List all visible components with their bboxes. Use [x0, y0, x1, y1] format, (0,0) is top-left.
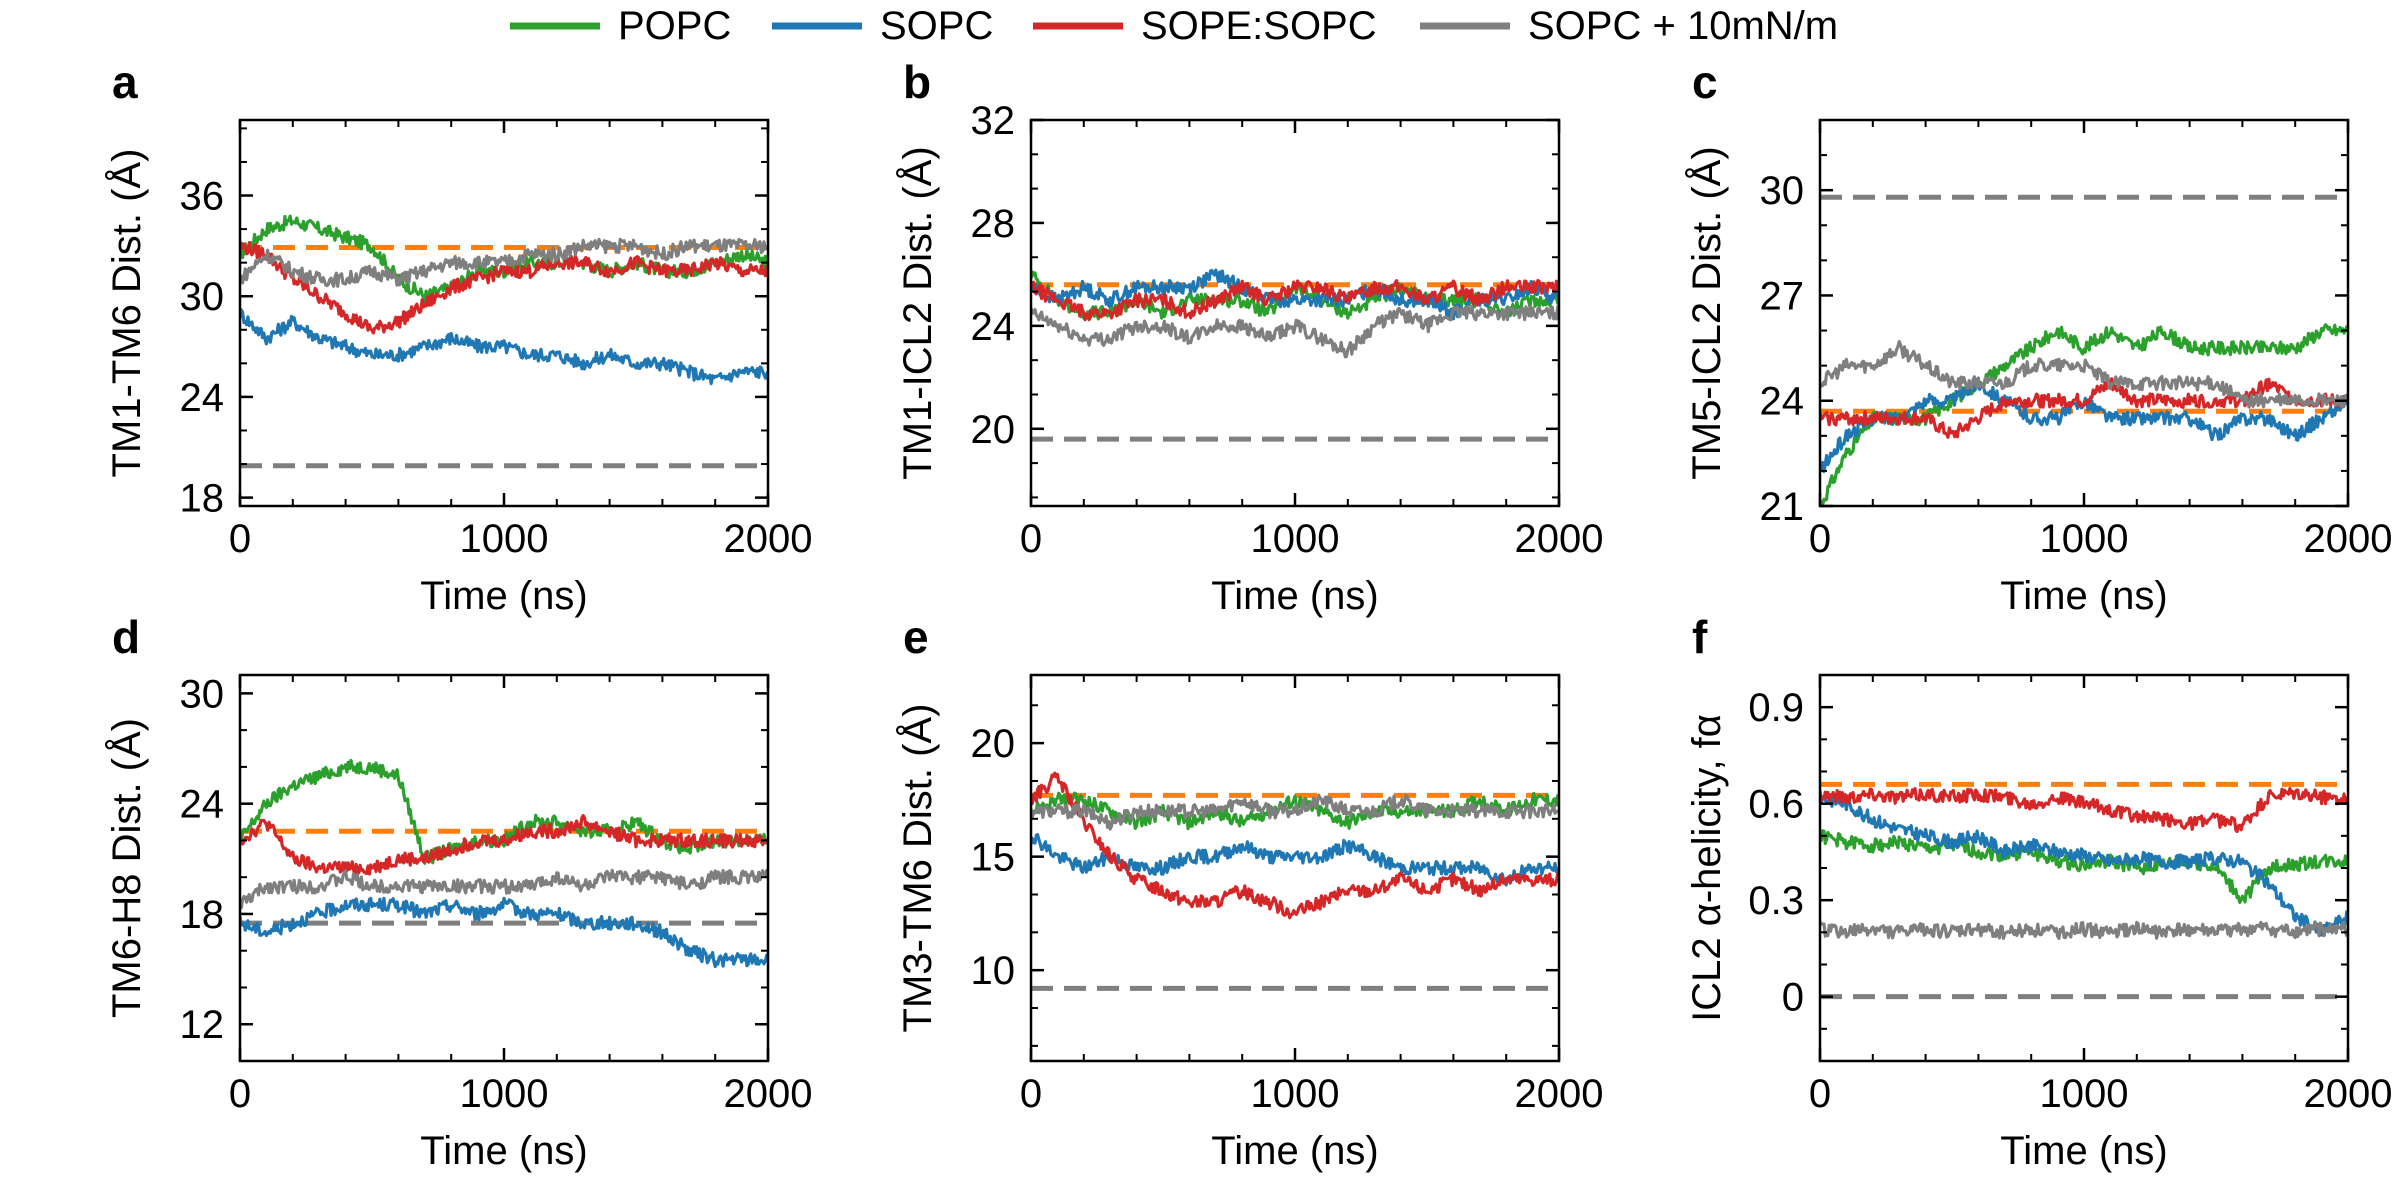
x-tick-label: 2000	[1515, 1072, 1604, 1116]
y-tick-label: 20	[971, 722, 1016, 766]
panel-letter: a	[112, 56, 138, 108]
y-tick-label: 30	[1760, 169, 1805, 213]
y-axis-label: TM3-TM6 Dist. (Å)	[895, 704, 940, 1033]
y-axis-label: TM1-TM6 Dist. (Å)	[104, 149, 149, 478]
x-tick-label: 2000	[724, 517, 813, 561]
series-line	[1031, 833, 1559, 887]
y-tick-label: 24	[180, 783, 225, 827]
x-tick-label: 2000	[2304, 517, 2393, 561]
series-line	[1031, 278, 1559, 322]
series-line	[240, 814, 768, 877]
x-tick-label: 0	[1020, 517, 1042, 561]
x-tick-label: 2000	[2304, 1072, 2393, 1116]
y-tick-label: 0.3	[1748, 879, 1804, 923]
legend-label: SOPC + 10mN/m	[1528, 4, 1838, 48]
x-axis-label: Time (ns)	[420, 1129, 587, 1173]
series-line	[240, 241, 768, 335]
y-tick-label: 21	[1760, 485, 1805, 529]
series-line	[1031, 771, 1559, 920]
y-tick-label: 18	[180, 477, 225, 521]
panel-d: 0 1000 2000 12 18 24 30 Time (ns) TM6-H8 Dist. (…	[104, 611, 812, 1173]
series-line	[1820, 786, 2348, 833]
series-line	[1820, 377, 2348, 439]
series-line	[1820, 793, 2348, 937]
x-tick-label: 0	[1809, 1072, 1831, 1116]
legend-entry: POPC	[510, 4, 731, 48]
legend-entry: SOPE:SOPC	[1033, 4, 1377, 48]
panel-e: 0 1000 2000 10 15 20 Time (ns) TM3-TM6 Dist. (Å…	[895, 611, 1603, 1173]
panel-b: 0 1000 2000 20 24 28 32 Time (ns) TM1-ICL2 Dist.…	[895, 56, 1603, 618]
series-line	[240, 896, 768, 969]
x-tick-label: 2000	[1515, 517, 1604, 561]
series-line	[240, 758, 768, 865]
x-tick-label: 1000	[1251, 1072, 1340, 1116]
y-axis-label: TM1-ICL2 Dist. (Å)	[895, 146, 940, 479]
y-tick-label: 27	[1760, 274, 1805, 318]
x-tick-label: 2000	[724, 1072, 813, 1116]
x-tick-label: 1000	[460, 517, 549, 561]
series-line	[1820, 340, 2348, 409]
y-tick-label: 20	[971, 408, 1016, 452]
series-line	[1820, 920, 2348, 940]
y-tick-label: 28	[971, 202, 1016, 246]
y-tick-label: 30	[180, 275, 225, 319]
x-tick-label: 0	[229, 517, 251, 561]
panel-f: 0 1000 2000 0 0.3 0.6 0.9 Time (ns) ICL2 α-helic…	[1685, 611, 2392, 1173]
series-line	[1820, 829, 2348, 904]
panel-c: 0 1000 2000 21 24 27 30 Time (ns) TM5-ICL2 Dist.…	[1684, 56, 2392, 618]
y-tick-label: 15	[971, 836, 1016, 880]
y-tick-label: 0	[1782, 976, 1804, 1020]
x-tick-label: 1000	[1251, 517, 1340, 561]
x-tick-label: 0	[229, 1072, 251, 1116]
legend-entry: SOPC	[772, 4, 993, 48]
y-tick-label: 0.9	[1748, 686, 1804, 730]
series-line	[1031, 304, 1559, 359]
legend-entry: SOPC + 10mN/m	[1420, 4, 1838, 48]
legend-label: SOPC	[880, 4, 993, 48]
y-axis-label: TM5-ICL2 Dist. (Å)	[1684, 146, 1729, 479]
y-tick-label: 24	[180, 376, 225, 420]
x-axis-label: Time (ns)	[1211, 1129, 1378, 1173]
panel-letter: f	[1692, 611, 1708, 663]
y-tick-label: 30	[180, 672, 225, 716]
x-tick-label: 0	[1809, 517, 1831, 561]
legend-label: POPC	[618, 4, 731, 48]
x-axis-label: Time (ns)	[1211, 574, 1378, 618]
x-tick-label: 0	[1020, 1072, 1042, 1116]
panel-a: 0 1000 2000 18 24 30 36 Time (ns) TM1-TM6 Dist. …	[104, 56, 812, 618]
legend: POPC SOPC SOPE:SOPC SOPC + 10mN/m	[510, 4, 1838, 48]
legend-label: SOPE:SOPC	[1141, 4, 1377, 48]
y-tick-label: 32	[971, 99, 1016, 143]
y-axis-label: TM6-H8 Dist. (Å)	[104, 718, 149, 1018]
axes-frame	[1818, 118, 2350, 508]
series-line	[240, 237, 768, 288]
x-tick-label: 1000	[2040, 517, 2129, 561]
x-tick-label: 1000	[460, 1072, 549, 1116]
y-axis-label: ICL2 α-helicity, fα	[1685, 714, 1729, 1022]
series-line	[1031, 793, 1559, 831]
y-tick-label: 12	[180, 1003, 225, 1047]
panel-letter: b	[903, 56, 931, 108]
x-axis-label: Time (ns)	[2000, 1129, 2167, 1173]
y-tick-label: 18	[180, 893, 225, 937]
x-axis-label: Time (ns)	[420, 574, 587, 618]
panel-letter: e	[903, 611, 929, 663]
y-tick-label: 36	[180, 175, 225, 219]
y-tick-label: 10	[971, 949, 1016, 993]
x-tick-label: 1000	[2040, 1072, 2129, 1116]
x-axis-label: Time (ns)	[2000, 574, 2167, 618]
panel-letter: d	[112, 611, 140, 663]
series-line	[240, 308, 768, 386]
axes-frame	[238, 118, 770, 508]
series-line	[240, 868, 768, 910]
y-tick-label: 0.6	[1748, 783, 1804, 827]
panel-letter: c	[1692, 56, 1718, 108]
y-tick-label: 24	[1760, 380, 1805, 424]
y-tick-label: 24	[971, 305, 1016, 349]
